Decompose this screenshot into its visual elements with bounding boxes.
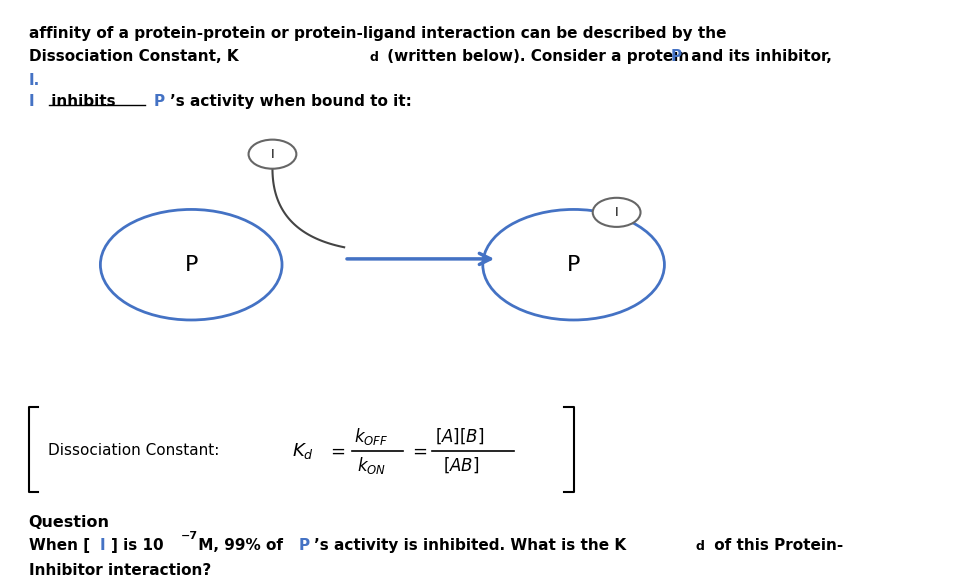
Text: Dissociation Constant, K: Dissociation Constant, K xyxy=(29,49,238,65)
Text: $[A][B]$: $[A][B]$ xyxy=(435,427,485,446)
Text: I: I xyxy=(615,206,619,219)
Text: (written below). Consider a protein: (written below). Consider a protein xyxy=(382,49,695,65)
Text: ] is 10: ] is 10 xyxy=(111,538,163,553)
Text: $K_d$: $K_d$ xyxy=(292,441,314,461)
Text: P: P xyxy=(298,538,310,553)
Text: d: d xyxy=(369,51,378,64)
Circle shape xyxy=(593,198,641,227)
Text: M, 99% of: M, 99% of xyxy=(193,538,289,553)
Text: I.: I. xyxy=(29,73,40,88)
Text: $=$: $=$ xyxy=(327,442,345,460)
Text: ’s activity when bound to it:: ’s activity when bound to it: xyxy=(170,94,412,109)
Circle shape xyxy=(249,140,296,169)
Text: Dissociation Constant:: Dissociation Constant: xyxy=(48,443,219,459)
Text: I: I xyxy=(29,94,34,109)
Text: inhibits: inhibits xyxy=(46,94,116,109)
Text: I: I xyxy=(99,538,105,553)
Text: affinity of a protein-protein or protein-ligand interaction can be described by : affinity of a protein-protein or protein… xyxy=(29,26,727,41)
Text: ’s activity is inhibited. What is the K: ’s activity is inhibited. What is the K xyxy=(314,538,625,553)
Text: and its inhibitor,: and its inhibitor, xyxy=(686,49,833,65)
Text: P: P xyxy=(154,94,165,109)
Text: P: P xyxy=(670,49,682,65)
Text: $k_{OFF}$: $k_{OFF}$ xyxy=(354,426,388,447)
Text: P: P xyxy=(185,255,198,275)
Text: P: P xyxy=(567,255,580,275)
Text: $k_{ON}$: $k_{ON}$ xyxy=(357,455,386,476)
Text: $=$: $=$ xyxy=(409,442,427,460)
Text: −7: −7 xyxy=(181,531,198,541)
Text: Inhibitor interaction?: Inhibitor interaction? xyxy=(29,563,211,577)
Text: Question: Question xyxy=(29,515,110,530)
Text: of this Protein-: of this Protein- xyxy=(709,538,843,553)
Text: I: I xyxy=(271,148,274,161)
Text: $[AB]$: $[AB]$ xyxy=(443,456,479,475)
Text: When [: When [ xyxy=(29,538,90,553)
Text: d: d xyxy=(696,540,705,553)
